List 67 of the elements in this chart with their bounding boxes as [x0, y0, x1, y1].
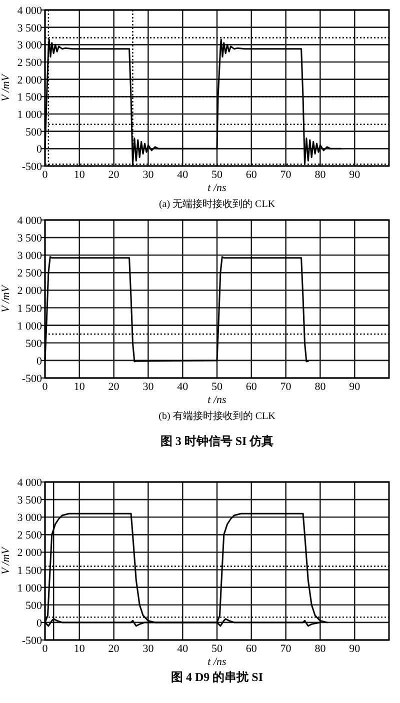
y-tick-label: 1 000: [17, 109, 42, 121]
y-axis-title: V /mV: [0, 73, 12, 102]
y-tick-label: 0: [36, 617, 42, 630]
x-tick-label: 50: [212, 169, 223, 181]
x-tick-label: 30: [142, 643, 154, 655]
x-tick-label: 10: [74, 169, 86, 181]
caption: 图 4 D9 的串扰 SI: [170, 670, 264, 684]
y-tick-label: -500: [22, 161, 42, 173]
y-tick-label: 1 000: [17, 320, 42, 332]
x-tick-label: 50: [212, 643, 223, 655]
x-tick-label: 40: [177, 169, 189, 181]
y-tick-label: 3 500: [17, 494, 42, 507]
x-axis-title: t /ns: [208, 656, 226, 668]
y-axis-title: V /mV: [0, 284, 12, 312]
text: (a) 无端接时接收到的 CLK: [158, 198, 276, 210]
x-axis-title: t /ns: [208, 394, 226, 406]
y-tick-label: 0: [36, 355, 42, 368]
text: (b) 有端接时接收到的 CLK: [158, 410, 276, 422]
x-tick-label: 20: [108, 169, 120, 181]
y-tick-label: -500: [22, 373, 42, 385]
y-tick-label: 4 000: [17, 477, 42, 489]
x-tick-label: 30: [142, 381, 154, 393]
y-tick-label: 500: [26, 600, 42, 612]
x-tick-label: 90: [349, 643, 361, 655]
x-tick-label: 60: [246, 643, 258, 655]
y-tick-label: 4 000: [17, 215, 42, 227]
y-tick-label: 2 500: [17, 268, 42, 280]
y-tick-label: -500: [22, 635, 42, 647]
y-tick-label: 500: [26, 126, 42, 138]
x-tick-label: 70: [280, 643, 292, 655]
x-tick-label: 80: [314, 381, 326, 393]
x-tick-label: 90: [349, 169, 361, 181]
y-tick-label: 3 000: [17, 250, 42, 262]
y-tick-label: 1 500: [17, 302, 42, 315]
x-tick-label: 30: [142, 169, 154, 181]
x-tick-label: 40: [177, 643, 189, 655]
y-tick-label: 2 500: [17, 57, 42, 69]
y-tick-label: 500: [26, 338, 42, 350]
x-tick-label: 10: [74, 381, 86, 393]
x-tick-label: 70: [280, 169, 292, 181]
y-tick-label: 3 000: [17, 40, 42, 52]
x-tick-label: 20: [108, 643, 120, 655]
y-tick-label: 1 500: [17, 564, 42, 577]
x-tick-label: 50: [212, 381, 223, 393]
y-tick-label: 4 000: [17, 5, 42, 17]
y-tick-label: 1 000: [17, 582, 42, 594]
y-tick-label: 2 000: [17, 547, 42, 560]
x-tick-label: 20: [108, 381, 120, 393]
x-tick-label: 40: [177, 381, 189, 393]
y-tick-label: 1 500: [17, 92, 42, 104]
y-tick-label: 3 500: [17, 232, 42, 245]
y-tick-label: 2 500: [17, 530, 42, 542]
x-tick-label: 60: [246, 381, 258, 393]
x-tick-label: 10: [74, 643, 86, 655]
x-tick-label: 90: [349, 381, 361, 393]
x-tick-label: 60: [246, 169, 258, 181]
x-tick-label: 80: [314, 169, 326, 181]
y-tick-label: 0: [36, 144, 42, 156]
x-axis-title: t /ns: [208, 182, 226, 194]
caption: 图 3 时钟信号 SI 仿真: [160, 434, 274, 448]
y-tick-label: 3 500: [17, 22, 42, 34]
y-axis-title: V /mV: [0, 546, 12, 574]
y-tick-label: 3 000: [17, 512, 42, 524]
x-tick-label: 70: [280, 381, 292, 393]
y-tick-label: 2 000: [17, 74, 42, 86]
x-tick-label: 80: [314, 643, 326, 655]
y-tick-label: 2 000: [17, 285, 42, 298]
